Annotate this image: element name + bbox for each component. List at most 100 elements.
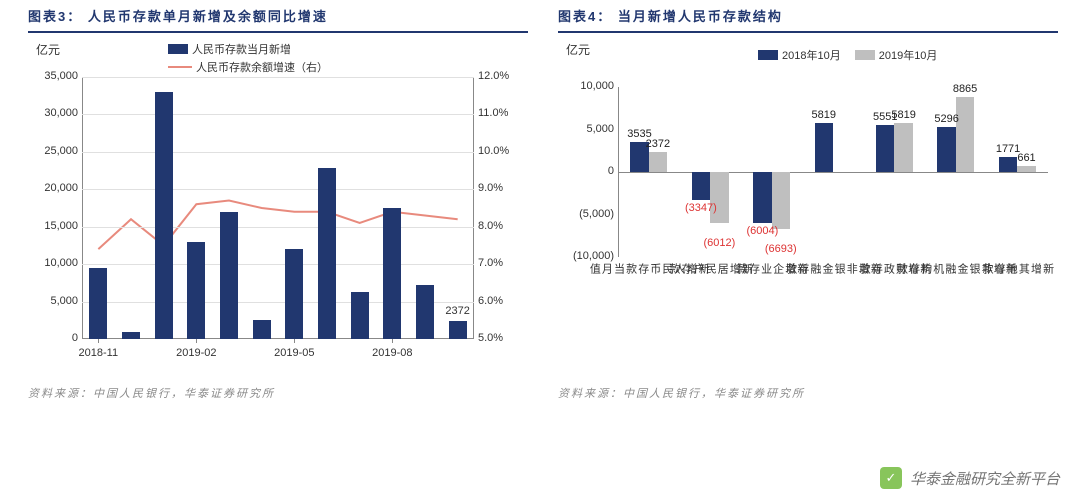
bar (155, 92, 173, 339)
chart3-box: 亿元 人民币存款当月新增 人民币存款余额增速（右） 05,00010,00015… (28, 37, 528, 377)
ytick-right: 10.0% (478, 145, 524, 157)
ytick: 0 (570, 165, 614, 177)
gridline (82, 152, 474, 153)
gridline (82, 77, 474, 78)
chart3-legend-line-text: 人民币存款余额增速（右） (196, 59, 328, 75)
value-label: 2372 (646, 138, 670, 150)
ytick-left: 35,000 (34, 70, 78, 82)
tick-mark (392, 339, 393, 343)
bar (187, 242, 205, 339)
bar (894, 123, 912, 172)
ytick: 10,000 (570, 80, 614, 92)
chart4-plot: (10,000)(5,000)05,00010,00035352372新增人民币… (618, 87, 1048, 257)
bar (649, 152, 667, 172)
value-label: 8865 (953, 83, 977, 95)
watermark: ✓ 华泰金融研究全新平台 (880, 467, 1060, 489)
xtick: 2019-05 (274, 347, 314, 359)
bar (416, 285, 434, 339)
bar (122, 332, 140, 339)
swatch-gray (855, 50, 875, 60)
gridline (82, 227, 474, 228)
bar (89, 268, 107, 339)
ytick-left: 30,000 (34, 107, 78, 119)
value-label: (3347) (685, 202, 717, 214)
value-label: 5819 (812, 109, 836, 121)
zero-axis (618, 172, 1048, 173)
chart3-legend-bar-text: 人民币存款当月新增 (192, 41, 291, 57)
panel-right: 图表4： 当月新增人民币存款结构 亿元 2018年10月 2019年10月 (1… (558, 0, 1058, 401)
ytick-left: 15,000 (34, 220, 78, 232)
value-label: (6004) (746, 225, 778, 237)
chart3-plot: 05,00010,00015,00020,00025,00030,00035,0… (82, 77, 474, 339)
ytick: (5,000) (570, 208, 614, 220)
chart4-yaxis (618, 87, 619, 257)
ytick-right: 7.0% (478, 257, 524, 269)
tick-mark (196, 339, 197, 343)
ytick-right: 9.0% (478, 182, 524, 194)
chart3-legend-bar: 人民币存款当月新增 (168, 41, 291, 57)
chart3-title-text: 人民币存款单月新增及余额同比增速 (88, 9, 328, 24)
panel-left: 图表3： 人民币存款单月新增及余额同比增速 亿元 人民币存款当月新增 人民币存款… (28, 0, 528, 401)
xtick: 2019-02 (176, 347, 216, 359)
swatch-navy2 (758, 50, 778, 60)
swatch-line (168, 66, 192, 68)
bar (710, 172, 728, 223)
swatch-navy (168, 44, 188, 54)
chart3-legend-line: 人民币存款余额增速（右） (168, 59, 328, 75)
ytick-left: 20,000 (34, 182, 78, 194)
bar (1017, 166, 1035, 172)
bar (937, 127, 955, 172)
chart3-legend: 人民币存款当月新增 人民币存款余额增速（右） (168, 41, 328, 75)
xtick: 2019-08 (372, 347, 412, 359)
wechat-icon: ✓ (880, 467, 902, 489)
chart4-title: 图表4： 当月新增人民币存款结构 (558, 0, 1058, 33)
chart4-legend-b: 2019年10月 (855, 47, 938, 63)
chart4-legend-a-text: 2018年10月 (782, 47, 841, 63)
growth-line (98, 201, 457, 250)
ytick-left: 0 (34, 332, 78, 344)
ytick-left: 10,000 (34, 257, 78, 269)
value-label: 661 (1017, 152, 1035, 164)
bar (449, 321, 467, 339)
chart4-box: 亿元 2018年10月 2019年10月 (10,000)(5,000)05,0… (558, 37, 1058, 377)
bar (692, 172, 710, 200)
value-label: 5296 (934, 113, 958, 125)
chart4-title-text: 当月新增人民币存款结构 (618, 9, 783, 24)
chart4-source: 资料来源：中国人民银行，华泰证券研究所 (558, 385, 1058, 401)
bar (220, 212, 238, 339)
gridline (82, 114, 474, 115)
chart3-title-prefix: 图表3： (28, 9, 82, 24)
value-label: 5819 (891, 109, 915, 121)
xtick: 2018-11 (79, 347, 119, 359)
bar (351, 292, 369, 339)
bar (876, 125, 894, 172)
chart3-source: 资料来源：中国人民银行，华泰证券研究所 (28, 385, 528, 401)
ytick: 5,000 (570, 123, 614, 135)
tick-mark (294, 339, 295, 343)
chart4-legend-a: 2018年10月 (758, 47, 841, 63)
bar-callout: 2372 (445, 305, 469, 317)
chart3-title: 图表3： 人民币存款单月新增及余额同比增速 (28, 0, 528, 33)
bar (318, 168, 336, 339)
bar (956, 97, 974, 172)
ytick-right: 8.0% (478, 220, 524, 232)
chart4-title-prefix: 图表4： (558, 9, 612, 24)
ytick-left: 5,000 (34, 295, 78, 307)
bar (285, 249, 303, 339)
ytick-right: 5.0% (478, 332, 524, 344)
bar (999, 157, 1017, 172)
chart3-y-unit: 亿元 (36, 41, 60, 58)
value-label: (6012) (703, 237, 735, 249)
chart4-legend-b-text: 2019年10月 (879, 47, 938, 63)
bar (815, 123, 833, 172)
ytick-left: 25,000 (34, 145, 78, 157)
watermark-text: 华泰金融研究全新平台 (910, 468, 1060, 489)
gridline (82, 189, 474, 190)
bar (753, 172, 771, 223)
bar (772, 172, 790, 229)
bar (253, 320, 271, 339)
ytick-right: 11.0% (478, 107, 524, 119)
ytick-right: 12.0% (478, 70, 524, 82)
value-label: (6693) (765, 243, 797, 255)
gridline (82, 264, 474, 265)
